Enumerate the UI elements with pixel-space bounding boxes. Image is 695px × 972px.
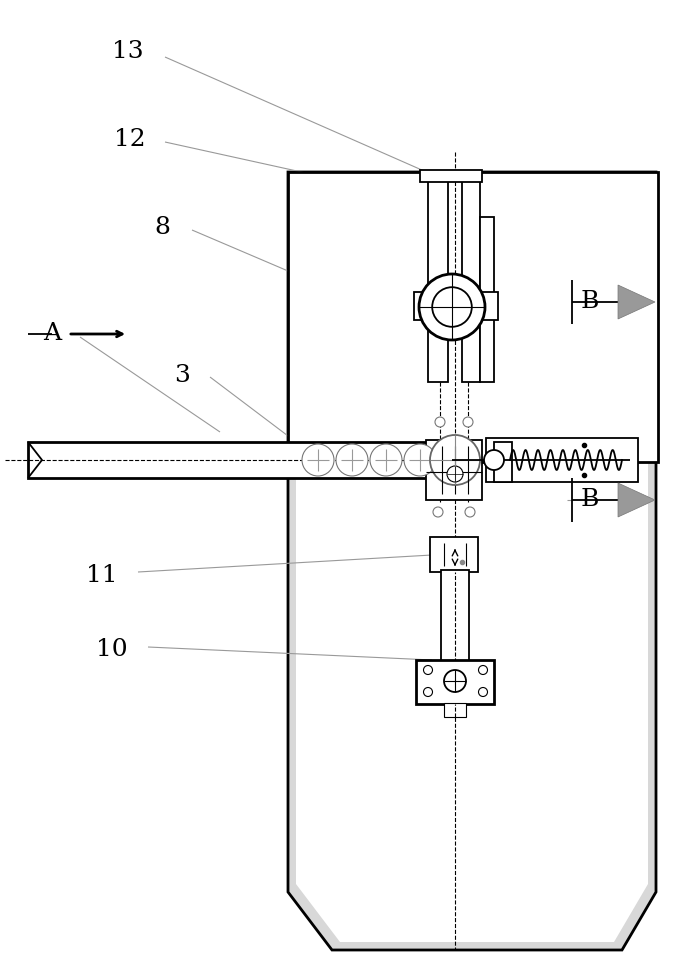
Circle shape bbox=[423, 687, 432, 697]
Circle shape bbox=[419, 274, 485, 340]
Circle shape bbox=[404, 444, 436, 476]
Circle shape bbox=[463, 417, 473, 427]
Bar bbox=[486, 438, 638, 482]
Circle shape bbox=[444, 670, 466, 692]
Text: 3: 3 bbox=[174, 364, 190, 387]
Bar bbox=[482, 292, 498, 320]
Bar bbox=[28, 442, 450, 478]
Circle shape bbox=[478, 687, 487, 697]
Circle shape bbox=[433, 507, 443, 517]
Bar bbox=[416, 660, 494, 704]
Text: 10: 10 bbox=[96, 639, 128, 662]
Polygon shape bbox=[288, 172, 656, 950]
Bar bbox=[414, 292, 430, 320]
Circle shape bbox=[370, 444, 402, 476]
Text: 12: 12 bbox=[114, 128, 146, 152]
Circle shape bbox=[478, 666, 487, 675]
Bar bbox=[444, 703, 466, 717]
Text: 13: 13 bbox=[112, 41, 144, 63]
Circle shape bbox=[302, 444, 334, 476]
Circle shape bbox=[336, 444, 368, 476]
Text: B: B bbox=[581, 489, 599, 511]
Circle shape bbox=[423, 666, 432, 675]
Bar bbox=[441, 570, 469, 662]
Text: A: A bbox=[43, 323, 61, 345]
Text: 8: 8 bbox=[154, 216, 170, 238]
Polygon shape bbox=[618, 483, 655, 517]
Circle shape bbox=[465, 507, 475, 517]
Circle shape bbox=[430, 435, 480, 485]
Circle shape bbox=[435, 417, 445, 427]
Bar bbox=[428, 172, 448, 382]
Bar bbox=[494, 442, 512, 482]
Polygon shape bbox=[618, 285, 655, 319]
Circle shape bbox=[484, 450, 504, 470]
Bar bbox=[288, 172, 658, 462]
Bar bbox=[462, 172, 480, 382]
Text: B: B bbox=[581, 291, 599, 314]
Bar bbox=[420, 170, 482, 182]
Circle shape bbox=[447, 466, 463, 482]
Bar bbox=[426, 440, 482, 500]
Circle shape bbox=[432, 287, 472, 327]
Bar bbox=[480, 217, 494, 382]
Text: 11: 11 bbox=[86, 564, 117, 586]
Polygon shape bbox=[296, 180, 648, 942]
Bar bbox=[430, 537, 478, 572]
